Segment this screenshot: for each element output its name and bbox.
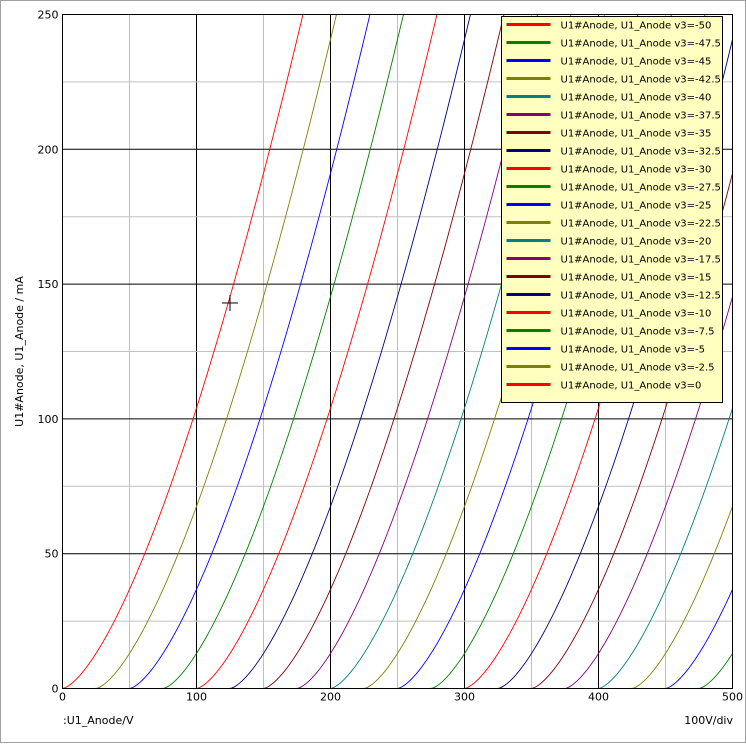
legend-entry: U1#Anode, U1_Anode v3=-10 (561, 309, 712, 320)
legend-entry: U1#Anode, U1_Anode v3=-50 (561, 21, 712, 32)
series-line (62, 14, 538, 689)
series-line (62, 14, 404, 689)
x-tick-label: 500 (722, 691, 743, 704)
series-line (62, 14, 438, 689)
legend-entry: U1#Anode, U1_Anode v3=-45 (561, 57, 712, 68)
legend-entry: U1#Anode, U1_Anode v3=-12.5 (561, 291, 721, 302)
y-tick-label: 100 (38, 413, 59, 426)
x-axis-label: :U1_Anode/V (63, 714, 134, 727)
series-line (62, 39, 733, 689)
legend-entry: U1#Anode, U1_Anode v3=-7.5 (561, 327, 715, 338)
legend-entry: U1#Anode, U1_Anode v3=-30 (561, 165, 712, 176)
y-tick-label: 200 (38, 143, 59, 156)
legend: U1#Anode, U1_Anode v3=-50 U1#Anode, U1_An… (501, 16, 723, 403)
y-tick-label: 150 (38, 278, 59, 291)
x-tick-label: 200 (320, 691, 341, 704)
legend-entry: U1#Anode, U1_Anode v3=-2.5 (561, 363, 715, 374)
series-line (62, 14, 304, 689)
series-line (62, 14, 605, 689)
series-line (62, 407, 733, 689)
series-line (62, 14, 337, 689)
series-line (62, 14, 371, 689)
y-tick-label: 250 (38, 9, 59, 22)
y-axis-label: U1#Anode, U1_Anode / mA (13, 276, 26, 427)
x-tick-label: 300 (454, 691, 475, 704)
series-line (62, 173, 733, 689)
scale-note: 100V/div (684, 714, 733, 727)
legend-entry: U1#Anode, U1_Anode v3=-22.5 (561, 219, 721, 230)
series-line (62, 296, 733, 689)
y-tick-label: 50 (45, 548, 59, 561)
series-line (62, 14, 505, 689)
legend-entry: U1#Anode, U1_Anode v3=-15 (561, 273, 712, 284)
legend-entry: U1#Anode, U1_Anode v3=0 (561, 381, 702, 392)
legend-entry: U1#Anode, U1_Anode v3=-47.5 (561, 39, 721, 50)
legend-entry: U1#Anode, U1_Anode v3=-40 (561, 93, 712, 104)
y-tick-label: 0 (52, 683, 59, 696)
legend-entry: U1#Anode, U1_Anode v3=-17.5 (561, 255, 721, 266)
x-tick-label: 0 (59, 691, 66, 704)
crosshair-cursor[interactable] (222, 294, 238, 311)
legend-entry: U1#Anode, U1_Anode v3=-37.5 (561, 111, 721, 122)
legend-entry: U1#Anode, U1_Anode v3=-27.5 (561, 183, 721, 194)
plot-border (62, 14, 733, 689)
legend-entry: U1#Anode, U1_Anode v3=-20 (561, 237, 712, 248)
legend-entry: U1#Anode, U1_Anode v3=-25 (561, 201, 712, 212)
x-tick-label: 100 (186, 691, 207, 704)
x-tick-label: 400 (588, 691, 609, 704)
series-line (62, 14, 572, 689)
series-line (62, 14, 471, 689)
legend-box (501, 16, 723, 403)
legend-entry: U1#Anode, U1_Anode v3=-5 (561, 345, 706, 356)
legend-entry: U1#Anode, U1_Anode v3=-35 (561, 129, 712, 140)
tick-labels: 0 100 200 300 400 500 0 50 100 150 200 250 (38, 9, 744, 704)
legend-entry: U1#Anode, U1_Anode v3=-42.5 (561, 75, 721, 86)
legend-entry: U1#Anode, U1_Anode v3=-32.5 (561, 147, 721, 158)
